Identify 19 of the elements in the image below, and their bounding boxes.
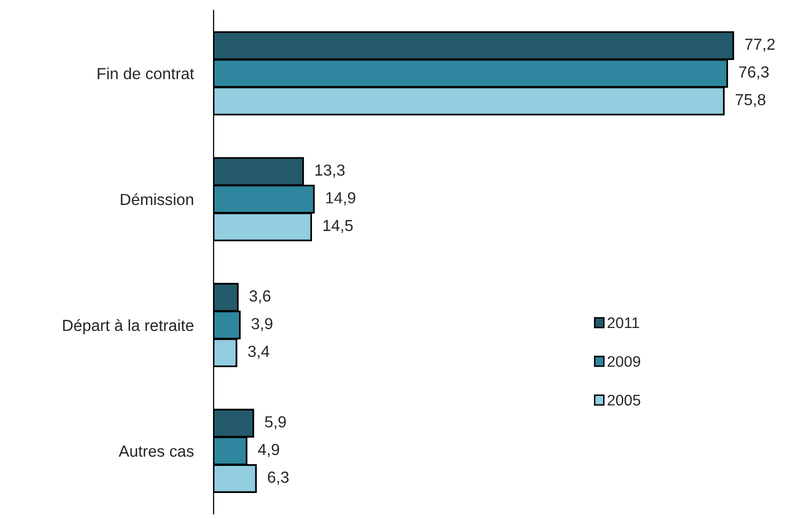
data-label: 3,4	[248, 346, 270, 359]
legend-label: 2011	[608, 317, 640, 328]
y-tick-label: Départ à la retraite	[63, 319, 194, 334]
legend-label: 2005	[608, 394, 640, 406]
y-tick-label: Fin de contrat	[98, 68, 194, 80]
data-label: 14,5	[324, 220, 353, 234]
y-tick-label: Démission	[120, 193, 194, 206]
data-label: 77,2	[745, 38, 775, 52]
data-label: 4,9	[258, 444, 280, 458]
data-label: 14,9	[326, 192, 356, 206]
data-label: 3,6	[250, 290, 270, 304]
y-tick-label: Autres cas	[118, 446, 194, 457]
data-label: 6,3	[268, 472, 289, 485]
data-label: 13,3	[315, 164, 345, 178]
legend-label: 2009	[608, 356, 640, 367]
data-label: 5,9	[265, 416, 286, 430]
data-label: 75,8	[736, 94, 766, 108]
data-label: 76,3	[739, 66, 769, 80]
data-label: 3,9	[252, 318, 272, 332]
